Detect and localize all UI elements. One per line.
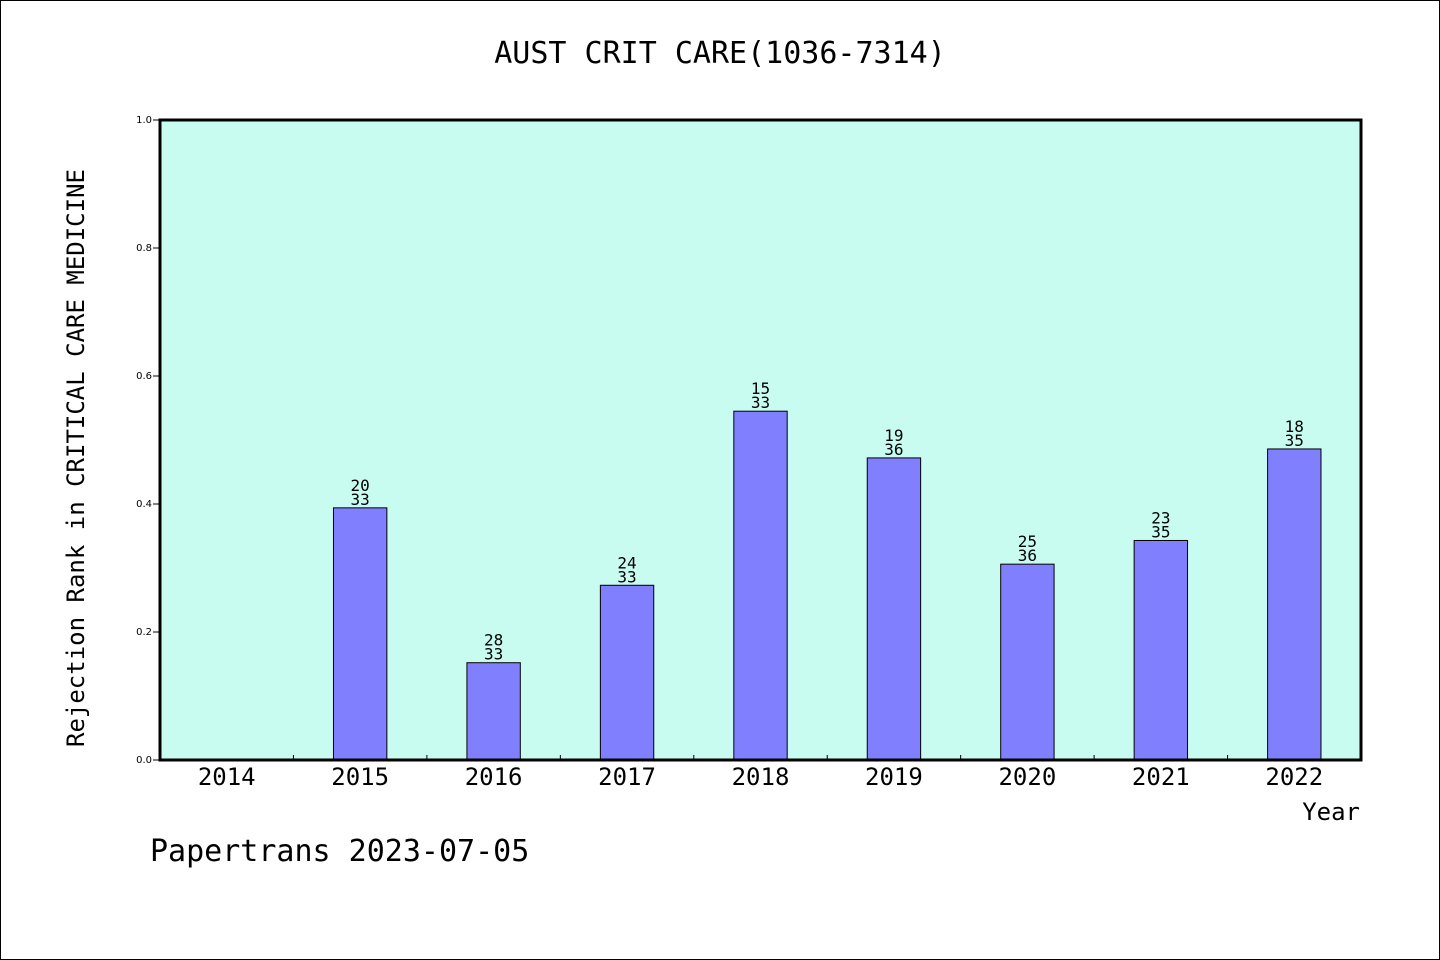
bar-rank-label: 25 bbox=[1018, 532, 1037, 551]
y-tick-label: 0.0 bbox=[136, 755, 152, 766]
bar-rank-label: 24 bbox=[617, 553, 636, 572]
x-tick-label: 2014 bbox=[198, 763, 256, 791]
bar bbox=[866, 457, 922, 761]
y-tick-label: 0.2 bbox=[136, 627, 152, 638]
bar bbox=[466, 662, 521, 761]
x-tick-label: 2016 bbox=[465, 763, 523, 791]
x-tick-label: 2019 bbox=[865, 763, 923, 791]
bar bbox=[1000, 563, 1055, 761]
x-axis-label: Year bbox=[1302, 798, 1360, 826]
bar-total-label: 33 bbox=[484, 645, 503, 664]
bar-total-label: 33 bbox=[617, 567, 636, 586]
y-axis-label: Rejection Rank in CRITICAL CARE MEDICINE bbox=[62, 169, 90, 747]
bar-total-label: 35 bbox=[1151, 522, 1170, 541]
y-tick-label: 0.6 bbox=[136, 371, 152, 382]
y-tick-label: 0.8 bbox=[136, 243, 152, 254]
bar-total-label: 36 bbox=[1018, 546, 1037, 565]
footer-credit: Papertrans 2023-07-05 bbox=[150, 834, 530, 869]
x-tick-label: 2021 bbox=[1132, 763, 1190, 791]
bar bbox=[1133, 539, 1189, 761]
bar bbox=[1267, 448, 1322, 761]
bar-total-label: 33 bbox=[751, 393, 770, 412]
bar-rank-label: 19 bbox=[884, 426, 903, 445]
y-tick-label: 0.4 bbox=[136, 499, 152, 510]
bar bbox=[332, 507, 388, 761]
chart-title: AUST CRIT CARE(1036-7314) bbox=[494, 36, 946, 71]
x-tick-label: 2020 bbox=[998, 763, 1056, 791]
bar-rank-label: 28 bbox=[484, 631, 503, 650]
bar-total-label: 35 bbox=[1285, 431, 1304, 450]
x-tick-label: 2022 bbox=[1265, 763, 1323, 791]
bar-rank-label: 15 bbox=[751, 379, 770, 398]
x-tick-label: 2015 bbox=[331, 763, 389, 791]
plot-frame bbox=[158, 118, 1363, 762]
bar-rank-label: 23 bbox=[1151, 508, 1170, 527]
bar-total-label: 36 bbox=[884, 440, 903, 459]
bar-rank-label: 20 bbox=[351, 476, 370, 495]
bar-rank-label: 18 bbox=[1285, 417, 1304, 436]
x-tick-label: 2018 bbox=[732, 763, 790, 791]
x-tick-label: 2017 bbox=[598, 763, 656, 791]
y-tick-label: 1.0 bbox=[136, 115, 152, 126]
bar-total-label: 33 bbox=[351, 490, 370, 509]
bar bbox=[599, 584, 655, 761]
bar bbox=[733, 410, 788, 761]
